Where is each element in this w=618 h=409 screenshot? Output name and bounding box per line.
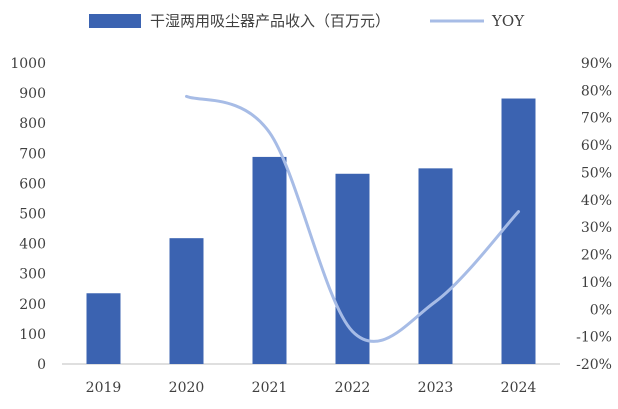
right-tick-label: 20% bbox=[581, 248, 612, 264]
yoy-line bbox=[185, 94, 520, 343]
left-tick-label: 700 bbox=[19, 146, 46, 162]
bar bbox=[501, 98, 536, 364]
bar-series bbox=[86, 98, 536, 364]
bar bbox=[335, 173, 370, 364]
left-tick-label: 800 bbox=[19, 116, 46, 132]
legend: 干湿两用吸尘器产品收入（百万元） YOY bbox=[89, 12, 525, 30]
right-y-axis: -20% -10% 0% 10% 20% 30% 40% 50% 60% 70% 80% 90% bbox=[576, 56, 612, 373]
bar bbox=[169, 238, 204, 364]
left-tick-label: 300 bbox=[19, 267, 46, 283]
left-y-axis: 0 100 200 300 400 500 600 700 800 900 1000 bbox=[10, 56, 46, 373]
right-tick-label: 40% bbox=[581, 193, 612, 209]
left-tick-label: 400 bbox=[19, 237, 46, 253]
left-tick-label: 500 bbox=[19, 207, 46, 223]
right-tick-label: -10% bbox=[576, 330, 612, 346]
right-tick-label: 80% bbox=[581, 83, 612, 99]
line-series bbox=[185, 94, 520, 343]
left-tick-label: 600 bbox=[19, 176, 46, 192]
x-tick-label: 2020 bbox=[169, 380, 205, 396]
right-tick-label: 50% bbox=[581, 165, 612, 181]
x-tick-label: 2019 bbox=[86, 380, 122, 396]
right-tick-label: 30% bbox=[581, 220, 612, 236]
bar bbox=[86, 293, 121, 364]
legend-label-bar: 干湿两用吸尘器产品收入（百万元） bbox=[150, 12, 390, 30]
right-tick-label: 60% bbox=[581, 138, 612, 154]
x-tick-label: 2022 bbox=[335, 380, 371, 396]
x-tick-label: 2024 bbox=[501, 380, 537, 396]
bar bbox=[252, 156, 287, 364]
legend-swatch-bar bbox=[89, 14, 141, 28]
right-tick-label: 70% bbox=[581, 111, 612, 127]
x-axis: 2019 2020 2021 2022 2023 2024 bbox=[62, 363, 560, 396]
left-tick-label: 200 bbox=[19, 297, 46, 313]
x-tick-label: 2021 bbox=[252, 380, 288, 396]
left-tick-label: 100 bbox=[19, 327, 46, 343]
bar bbox=[418, 168, 453, 364]
left-tick-label: 900 bbox=[19, 86, 46, 102]
left-tick-label: 1000 bbox=[10, 56, 46, 72]
left-tick-label: 0 bbox=[37, 357, 46, 373]
right-tick-label: 0% bbox=[590, 302, 612, 318]
x-tick-label: 2023 bbox=[418, 380, 454, 396]
legend-label-line: YOY bbox=[491, 12, 525, 30]
right-tick-label: -20% bbox=[576, 357, 612, 373]
right-tick-label: 10% bbox=[581, 275, 612, 291]
right-tick-label: 90% bbox=[581, 56, 612, 72]
